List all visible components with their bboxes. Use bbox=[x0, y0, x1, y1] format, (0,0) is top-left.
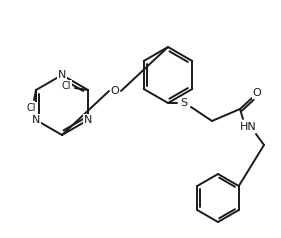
Text: N: N bbox=[32, 115, 40, 125]
Text: N: N bbox=[84, 115, 92, 125]
Text: S: S bbox=[180, 98, 187, 108]
Text: N: N bbox=[58, 70, 66, 80]
Text: Cl: Cl bbox=[61, 81, 71, 91]
Text: O: O bbox=[111, 86, 119, 96]
Text: HN: HN bbox=[240, 122, 256, 132]
Text: Cl: Cl bbox=[26, 103, 36, 113]
Text: O: O bbox=[253, 88, 261, 98]
